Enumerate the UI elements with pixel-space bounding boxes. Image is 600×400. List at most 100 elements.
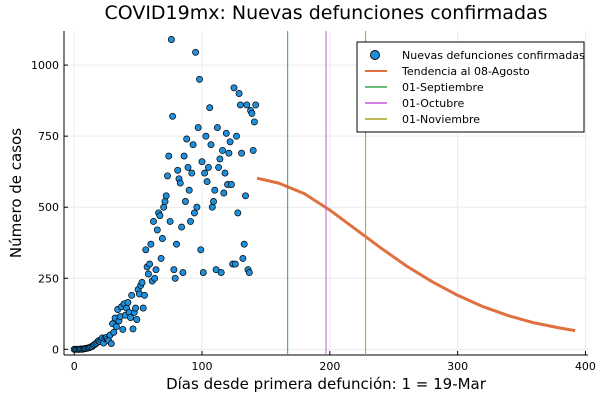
data-point [201, 169, 209, 177]
x-tick-label: 100 [192, 360, 213, 373]
legend-label: Nuevas defunciones confirmadas [402, 49, 585, 62]
data-point [151, 274, 159, 282]
data-point [161, 198, 169, 205]
data-point [219, 146, 226, 154]
trend-line [256, 176, 576, 333]
data-point [183, 135, 191, 143]
data-point [141, 291, 148, 299]
data-point [211, 186, 219, 194]
data-point [178, 223, 186, 231]
data-point [165, 152, 173, 160]
data-point [157, 254, 165, 262]
data-point [184, 163, 192, 171]
data-point [181, 198, 189, 205]
y-tick-label: 750 [38, 130, 59, 143]
data-point [152, 266, 160, 274]
data-point [188, 169, 196, 177]
data-point [217, 269, 225, 277]
data-point [231, 260, 239, 268]
data-point [242, 192, 249, 200]
data-point [146, 260, 154, 268]
y-tick-label: 1000 [31, 59, 59, 72]
data-point [187, 217, 194, 225]
data-point [221, 169, 229, 177]
data-point [158, 235, 166, 242]
data-point [192, 48, 200, 56]
y-tick-label: 250 [38, 272, 59, 285]
legend-label: 01-Noviembre [402, 113, 480, 126]
x-axis-label: Días desde primera defunción: 1 = 19-Mar [166, 375, 487, 393]
data-point [160, 203, 168, 211]
data-point [144, 270, 152, 278]
data-point [213, 124, 221, 132]
data-point [179, 269, 187, 277]
data-point [171, 274, 179, 282]
data-point [196, 75, 203, 83]
data-point [110, 328, 118, 336]
data-point [156, 212, 164, 220]
data-point [128, 291, 136, 299]
data-point [202, 132, 210, 140]
x-tick-label: 0 [71, 360, 78, 373]
data-point [208, 203, 216, 211]
data-point [236, 101, 244, 109]
data-point [176, 179, 184, 187]
data-point [239, 254, 247, 262]
data-point [119, 325, 127, 333]
data-point [180, 152, 188, 160]
data-point [215, 163, 223, 171]
data-point [162, 192, 170, 200]
data-point [240, 240, 248, 248]
data-point [132, 304, 140, 312]
tick-labels: 0 100 200 300 400 0 250 500 750 1000 [31, 59, 596, 373]
data-point [190, 209, 198, 217]
data-point [142, 246, 150, 254]
data-point [235, 90, 243, 97]
legend-marker [370, 50, 380, 60]
y-axis-label: Número de casos [7, 128, 25, 258]
data-point [227, 181, 235, 188]
x-tick-label: 200 [319, 360, 340, 373]
data-point [243, 101, 251, 109]
data-point [220, 189, 228, 197]
data-point [226, 138, 234, 146]
data-point [250, 118, 258, 126]
data-point [197, 246, 205, 254]
legend-label: 01-Octubre [402, 97, 465, 110]
data-point [164, 172, 171, 180]
data-point [233, 132, 240, 140]
data-point [199, 269, 207, 277]
data-point [245, 269, 253, 277]
chart-title: COVID19mx: Nuevas defunciones confirmada… [104, 2, 547, 24]
data-point [124, 298, 132, 306]
legend-box [356, 41, 585, 133]
data-point [169, 112, 177, 120]
data-point [138, 279, 146, 286]
data-point [207, 141, 215, 149]
x-tick-label: 300 [447, 360, 468, 373]
data-point [112, 323, 120, 331]
data-point [107, 340, 115, 348]
data-point [153, 226, 161, 234]
data-point [222, 129, 230, 137]
data-point [194, 124, 202, 132]
legend-label: Tendencia al 08-Agosto [401, 65, 530, 78]
data-point [206, 104, 214, 112]
data-point [173, 240, 180, 248]
data-point [133, 316, 141, 323]
legend: Nuevas defunciones confirmadas Tendencia … [356, 41, 585, 133]
data-point [166, 217, 174, 225]
data-point [204, 163, 212, 171]
y-tick-label: 0 [52, 343, 59, 356]
data-point [139, 304, 147, 312]
data-point [230, 84, 238, 92]
legend-label: 01-Septiembre [402, 81, 484, 94]
data-point [129, 325, 137, 333]
data-point [238, 149, 246, 157]
y-tick-label: 500 [38, 201, 59, 214]
data-point [193, 203, 201, 211]
data-point [210, 198, 217, 205]
data-point [203, 178, 211, 186]
data-point [216, 155, 224, 163]
